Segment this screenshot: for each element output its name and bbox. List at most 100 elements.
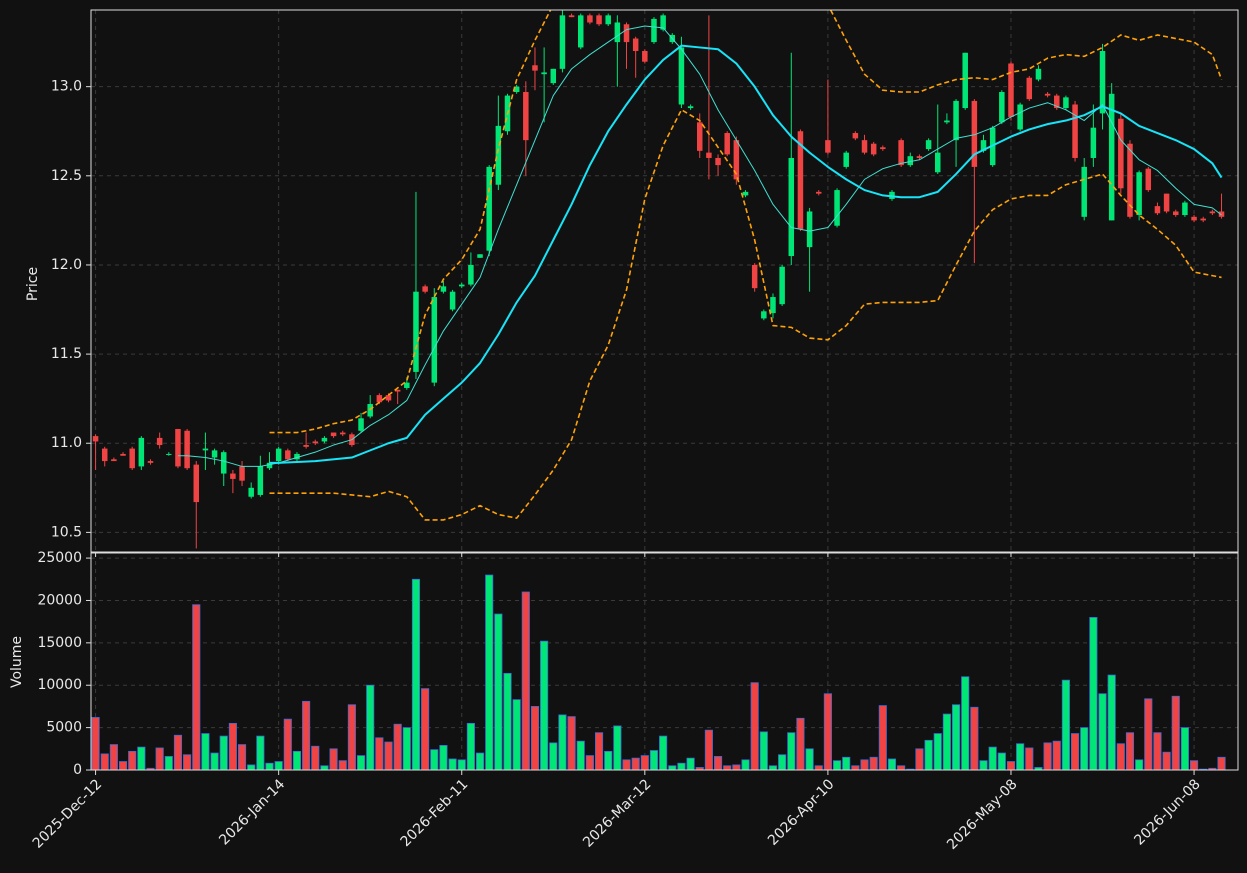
volume-bar (1070, 733, 1080, 770)
candle-body (550, 68, 557, 84)
candle-body (477, 254, 483, 258)
volume-bar (91, 717, 100, 770)
y-tick-label: 10.5 (51, 524, 82, 540)
volume-bar (283, 718, 292, 770)
volume-bar (842, 756, 851, 770)
candle-body (614, 22, 621, 43)
candle-body (486, 166, 492, 251)
volume-bar (503, 672, 512, 770)
volume-bar (677, 762, 686, 770)
candle-body (1090, 127, 1097, 158)
y-tick-label: 12.5 (51, 168, 82, 184)
volume-bar (750, 682, 759, 770)
candle-body (788, 157, 795, 257)
volume-bar (759, 731, 768, 770)
indicator-line (269, 109, 1222, 521)
candle-body (440, 286, 447, 292)
volume-bar (741, 759, 750, 770)
candle-body (1044, 93, 1051, 96)
candle-body (1163, 193, 1170, 212)
candle-body (193, 464, 200, 503)
candle-body (577, 15, 584, 48)
y-axis-label: Price (25, 267, 41, 301)
candle-body (935, 152, 941, 173)
candle-body (1173, 211, 1179, 216)
candle-body (843, 152, 849, 167)
candle-body (541, 72, 547, 75)
volume-bar (128, 750, 137, 770)
volume-bar (448, 758, 457, 770)
candle-body (623, 24, 630, 43)
candle-body (458, 284, 465, 287)
candle-body (321, 437, 328, 442)
candle-body (339, 432, 346, 435)
candle-body (166, 453, 172, 455)
volume-bar (1089, 617, 1098, 770)
candle-body (202, 448, 209, 451)
volume-bar (100, 753, 109, 770)
volume-bar (1180, 727, 1189, 770)
price-panel (91, 10, 1238, 552)
candle-body (632, 38, 639, 52)
volume-bar (237, 744, 247, 770)
volume-bar (256, 735, 265, 770)
candle-body (715, 157, 721, 166)
volume-bar (933, 733, 942, 770)
candle-body (861, 140, 868, 153)
candle-body (468, 264, 474, 285)
candle-body (733, 140, 740, 180)
volume-bar (951, 704, 961, 770)
volume-bar (155, 747, 164, 770)
candle-body (687, 106, 694, 109)
volume-bar (897, 765, 906, 770)
volume-bar (173, 734, 183, 770)
volume-bar (640, 755, 649, 770)
candle-body (916, 156, 923, 158)
volume-panel (91, 553, 1238, 770)
candle-body (523, 92, 529, 141)
volume-bar (585, 755, 594, 770)
volume-bar (347, 704, 356, 770)
candle-body (358, 418, 364, 431)
candle-body (138, 437, 145, 467)
volume-bar (805, 748, 814, 770)
volume-bar (530, 706, 540, 770)
volume-bar (878, 705, 887, 770)
volume-bar (228, 722, 237, 770)
volume-bar (1061, 679, 1070, 770)
volume-bar (292, 750, 302, 770)
candle-body (806, 211, 813, 248)
volume-bar (979, 760, 988, 770)
volume-bar (1052, 740, 1061, 770)
volume-bar (1080, 727, 1089, 770)
candle-body (449, 291, 456, 310)
volume-bar (494, 613, 503, 770)
volume-bar (988, 746, 997, 770)
candle-body (220, 452, 227, 474)
candle-body (285, 450, 291, 460)
volume-bar (961, 676, 970, 770)
volume-bar (265, 762, 274, 770)
candle-body (376, 395, 383, 403)
candle-body (230, 473, 236, 479)
volume-bar (247, 764, 256, 770)
volume-bar (814, 765, 823, 770)
candle-body (184, 430, 190, 469)
candle-body (980, 140, 987, 151)
candle-body (294, 453, 300, 460)
candle-body (651, 18, 657, 43)
y-tick-label: 20000 (37, 592, 82, 608)
candle-body (1218, 211, 1225, 217)
volume-bar (1153, 732, 1162, 770)
candle-body (953, 100, 959, 141)
volume-bar (832, 760, 842, 770)
volume-bar (1016, 743, 1025, 770)
candle-body (147, 461, 154, 463)
volume-bar (659, 735, 668, 770)
candle-body (678, 47, 685, 105)
volume-bar (430, 749, 439, 770)
volume-bar (421, 688, 430, 770)
volume-bar (1098, 693, 1107, 770)
price-frame (90, 9, 1239, 553)
